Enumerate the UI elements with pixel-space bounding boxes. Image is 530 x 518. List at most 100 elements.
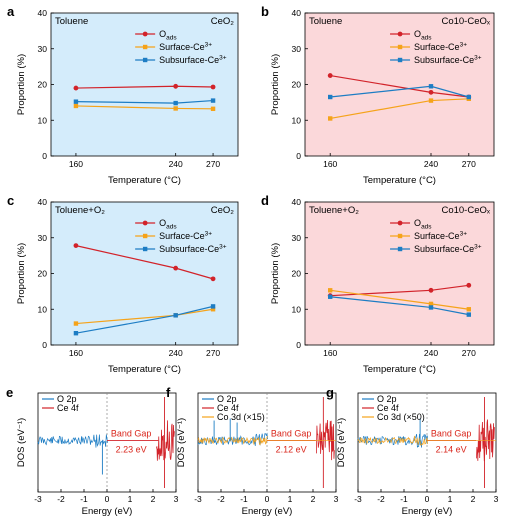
band-gap-value: 2.12 eV bbox=[276, 445, 307, 455]
legend-label-superscript: 3+ bbox=[219, 244, 227, 251]
condition-label: Toluene bbox=[309, 16, 342, 27]
x-tick-label: 1 bbox=[288, 494, 293, 504]
x-tick-label: -2 bbox=[57, 494, 65, 504]
legend-marker bbox=[397, 31, 403, 37]
legend-marker bbox=[142, 246, 148, 252]
legend-label: Oads bbox=[159, 29, 177, 42]
x-tick-label: 3 bbox=[334, 494, 339, 504]
data-point bbox=[466, 282, 472, 288]
x-axis-title: Temperature (°C) bbox=[363, 175, 436, 186]
legend-marker bbox=[142, 220, 148, 226]
plot-area bbox=[304, 201, 495, 346]
legend-label-text: O bbox=[414, 29, 421, 39]
legend-label: Subsurface-Ce3+ bbox=[414, 244, 482, 255]
panel-d: d Toluene+O₂ Co10-CeOₓ 0 10 20 30 40 160 240 270 Te… bbox=[261, 193, 495, 375]
x-tick-label: 0 bbox=[105, 494, 110, 504]
x-axis-title: Energy (eV) bbox=[402, 506, 453, 517]
data-point bbox=[428, 305, 434, 310]
x-axis-title: Temperature (°C) bbox=[108, 364, 181, 375]
data-point bbox=[466, 307, 471, 312]
y-tick-label: 20 bbox=[38, 80, 48, 90]
catalyst-label: Co10-CeOₓ bbox=[441, 205, 490, 216]
legend-label: Co 3d (×50) bbox=[377, 412, 425, 422]
x-tick-label: 3 bbox=[494, 494, 499, 504]
x-tick-label: 0 bbox=[265, 494, 270, 504]
band-gap-value: 2.14 eV bbox=[436, 445, 467, 455]
x-axis-title: Energy (eV) bbox=[82, 506, 133, 517]
condition-label: Toluene+O₂ bbox=[55, 205, 105, 216]
legend-label-superscript: 3+ bbox=[474, 55, 482, 62]
legend-marker bbox=[142, 57, 148, 63]
legend-label-text: Subsurface-Ce bbox=[159, 55, 219, 65]
legend-label: Surface-Ce3+ bbox=[414, 42, 467, 53]
data-point bbox=[428, 301, 434, 307]
legend-label: Oads bbox=[414, 218, 432, 231]
data-point bbox=[328, 116, 333, 121]
y-tick-label: 10 bbox=[292, 304, 302, 314]
legend-label-text: O bbox=[414, 218, 421, 228]
x-tick-label: 160 bbox=[69, 159, 83, 169]
data-point bbox=[210, 276, 216, 282]
data-point bbox=[210, 304, 216, 309]
legend-label: Oads bbox=[414, 29, 432, 42]
x-tick-label: -1 bbox=[240, 494, 248, 504]
series-line-ce-4f bbox=[476, 419, 495, 462]
x-tick-label: 240 bbox=[424, 159, 438, 169]
x-tick-label: 270 bbox=[206, 348, 220, 358]
data-point bbox=[210, 106, 216, 112]
legend-marker bbox=[397, 220, 403, 226]
band-gap-value: 2.23 eV bbox=[116, 445, 147, 455]
data-point bbox=[210, 84, 216, 90]
panel-letter: b bbox=[261, 4, 269, 19]
y-tick-label: 20 bbox=[38, 269, 48, 279]
y-tick-label: 0 bbox=[42, 151, 47, 161]
data-point bbox=[173, 106, 178, 111]
legend-label: Subsurface-Ce3+ bbox=[414, 55, 482, 66]
legend-label: Ce 4f bbox=[377, 403, 399, 413]
legend-label-subscript: ads bbox=[421, 224, 432, 231]
legend-marker bbox=[397, 44, 403, 50]
data-point bbox=[173, 83, 179, 89]
legend-label: Co 3d (×15) bbox=[217, 412, 265, 422]
data-point bbox=[173, 265, 179, 271]
panel-letter: a bbox=[7, 4, 15, 19]
x-tick-label: 240 bbox=[424, 348, 438, 358]
panel-c: c Toluene+O₂ CeO₂ 0 10 20 30 40 160 240 270 Tempera… bbox=[7, 193, 239, 375]
panel-letter: e bbox=[6, 385, 13, 400]
legend-label-subscript: ads bbox=[166, 35, 177, 42]
series-line-o-2p bbox=[37, 434, 109, 448]
legend-marker bbox=[397, 246, 403, 252]
data-point bbox=[73, 331, 79, 336]
legend-marker bbox=[142, 233, 148, 239]
x-tick-label: 2 bbox=[311, 494, 316, 504]
x-axis-title: Temperature (°C) bbox=[363, 364, 436, 375]
series-line-o-2p bbox=[357, 433, 429, 448]
panel-letter: c bbox=[7, 193, 14, 208]
catalyst-label: Co10-CeOₓ bbox=[441, 16, 490, 27]
x-tick-label: 0 bbox=[425, 494, 430, 504]
legend-label: Subsurface-Ce3+ bbox=[159, 244, 227, 255]
data-point bbox=[428, 89, 434, 95]
x-tick-label: 160 bbox=[69, 348, 83, 358]
legend-marker bbox=[397, 233, 403, 239]
panel-letter: d bbox=[261, 193, 269, 208]
legend-label: Oads bbox=[159, 218, 177, 231]
x-tick-label: 1 bbox=[128, 494, 133, 504]
band-gap-label: Band Gap bbox=[271, 429, 312, 439]
y-tick-label: 40 bbox=[292, 197, 302, 207]
data-point bbox=[73, 103, 79, 109]
x-axis-title: Energy (eV) bbox=[242, 506, 293, 517]
y-tick-label: 40 bbox=[38, 197, 48, 207]
condition-label: Toluene+O₂ bbox=[309, 205, 359, 216]
y-tick-label: 0 bbox=[296, 340, 301, 350]
y-axis-title: Proportion (%) bbox=[16, 54, 27, 115]
data-point bbox=[328, 288, 333, 293]
panel-b: b Toluene Co10-CeOₓ 0 10 20 30 40 160 240 270 Tempe… bbox=[261, 4, 495, 186]
x-tick-label: 160 bbox=[323, 348, 337, 358]
y-axis-title: DOS (eV⁻¹) bbox=[16, 418, 27, 467]
data-point bbox=[173, 313, 178, 318]
y-axis-title: Proportion (%) bbox=[270, 54, 281, 115]
y-tick-label: 30 bbox=[292, 233, 302, 243]
data-point bbox=[73, 321, 79, 326]
